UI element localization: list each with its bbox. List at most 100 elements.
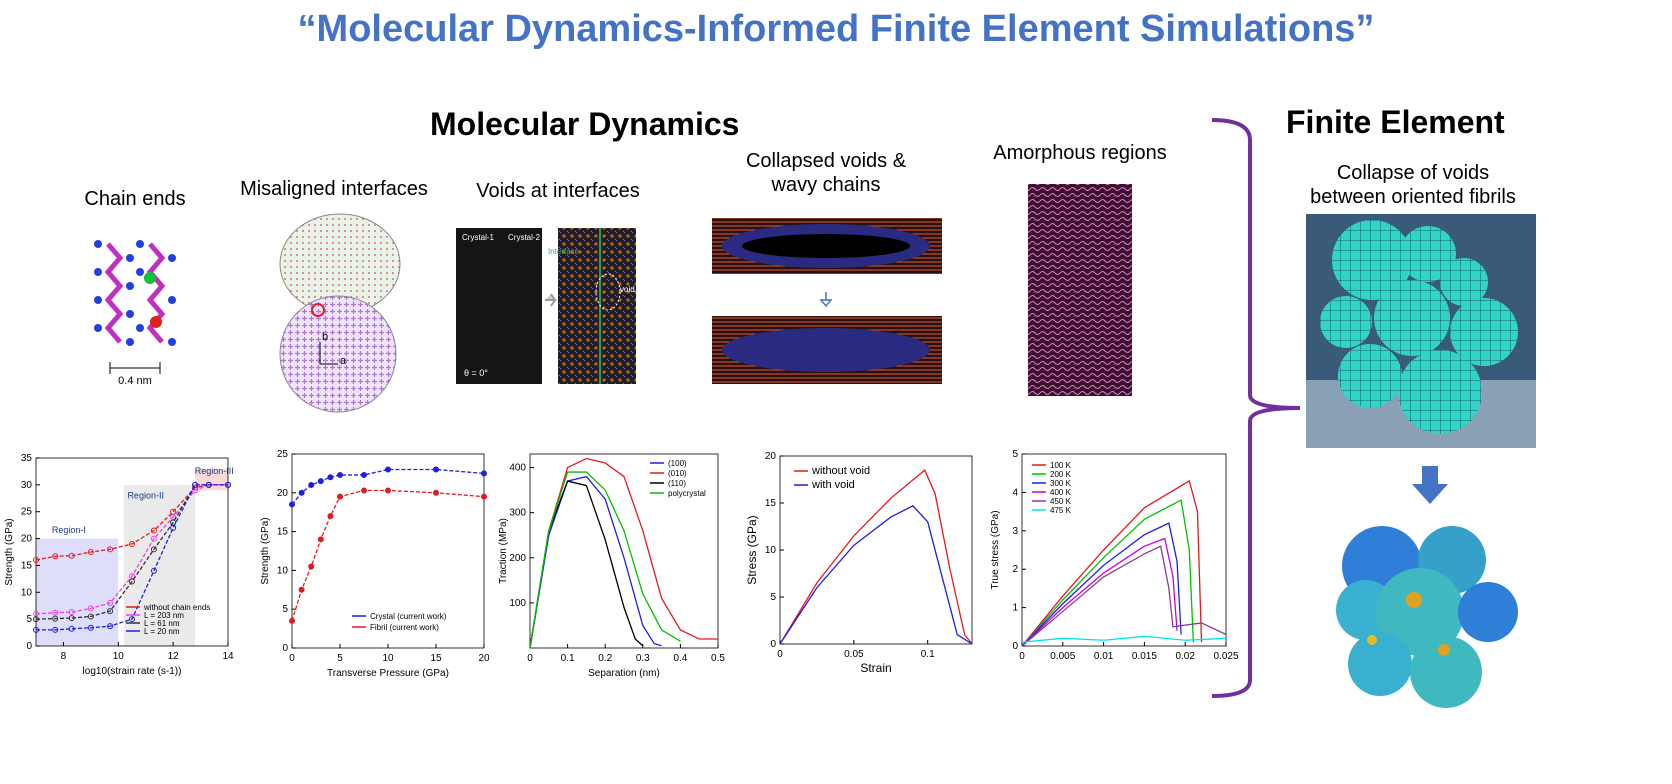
legend-label: with void — [811, 479, 855, 491]
md-heading: Molecular Dynamics — [430, 106, 740, 142]
y-axis-label: Strength (GPa) — [260, 517, 271, 584]
data-point — [433, 489, 439, 496]
x-axis-label: log10(strain rate (s-1)) — [83, 666, 182, 677]
y-tick-label: 15 — [765, 498, 777, 509]
y-tick-label: 20 — [277, 488, 289, 499]
x-tick-label: 0 — [1019, 651, 1025, 662]
legend-label: without void — [811, 465, 870, 477]
y-tick-label: 0 — [282, 643, 288, 654]
x-tick-label: 0 — [527, 653, 533, 664]
data-point — [52, 553, 59, 560]
y-tick-label: 5 — [282, 604, 288, 615]
chart-strain-rate: Region-I Region-II Region-III 8 10 12 14 0 5 10 15… — [4, 453, 234, 677]
series-line — [529, 457, 718, 649]
series-line — [36, 484, 228, 631]
data-point — [107, 623, 114, 630]
y-axis-label: Strength (GPa) — [4, 518, 15, 585]
chain-molecule-illustration: 0.4 nm — [94, 240, 176, 387]
series-line — [291, 468, 485, 505]
y-tick-label: 0 — [1012, 641, 1018, 652]
y-tick-label: 25 — [277, 449, 289, 460]
misaligned-illustration: ba — [279, 213, 401, 413]
data-point — [298, 586, 305, 593]
legend-label: (110) — [668, 479, 686, 488]
y-tick-label: 300 — [509, 508, 526, 519]
data-point — [150, 535, 157, 542]
series-line — [529, 471, 681, 649]
x-tick-label: 0.5 — [711, 653, 725, 664]
data-point — [52, 626, 59, 633]
data-point — [337, 471, 343, 478]
brace-bracket — [1211, 118, 1301, 698]
legend-label: (010) — [668, 469, 687, 478]
y-tick-label: 100 — [509, 598, 526, 609]
x-tick-label: 0.01 — [1094, 651, 1114, 662]
x-axis-label: Transverse Pressure (GPa) — [327, 668, 449, 679]
x-tick-label: 12 — [168, 651, 180, 662]
data-point — [361, 487, 367, 494]
x-tick-label: 0.015 — [1132, 651, 1157, 662]
data-point — [481, 470, 487, 477]
series-line — [1021, 545, 1227, 647]
label-voids: Voids at interfaces — [476, 180, 640, 202]
y-tick-label: 0 — [26, 641, 32, 652]
svg-text:b: b — [322, 331, 328, 343]
y-tick-label: 10 — [21, 587, 33, 598]
chart-transverse-pressure: 0 5 10 15 20 0 5 10 15 20 25 Transverse Pressure (G… — [260, 449, 490, 679]
void-label: void — [620, 285, 635, 294]
data-point — [33, 557, 39, 564]
y-tick-label: 2 — [1012, 564, 1018, 575]
region-label: Region-II — [127, 490, 164, 500]
interface-label: Interface — [548, 247, 580, 256]
legend-label: 100 K — [1050, 461, 1072, 470]
data-point — [225, 481, 231, 488]
data-point — [129, 540, 135, 547]
legend-label: L = 20 nm — [144, 627, 180, 636]
x-tick-label: 10 — [113, 651, 125, 662]
data-point — [289, 501, 295, 508]
y-axis-label: Traction (MPa) — [498, 518, 509, 584]
data-point — [170, 524, 177, 531]
y-tick-label: 5 — [770, 592, 776, 603]
data-point — [129, 578, 135, 585]
label-misaligned: Misaligned interfaces — [240, 178, 428, 200]
crystal-2-label: Crystal-2 — [508, 233, 541, 242]
region-label: Region-III — [195, 466, 234, 476]
x-tick-label: 0.05 — [844, 649, 864, 660]
data-point — [150, 567, 157, 574]
x-tick-label: 0.025 — [1213, 651, 1238, 662]
series-line — [1021, 537, 1178, 647]
data-point — [107, 608, 114, 615]
data-point — [150, 546, 157, 553]
data-point — [327, 513, 334, 520]
label-fe-1: Collapse of voids — [1336, 162, 1490, 184]
legend-label: 300 K — [1050, 479, 1072, 488]
y-axis-label: Stress (GPa) — [745, 515, 759, 584]
series-line — [529, 475, 662, 649]
plot-frame — [1021, 453, 1227, 647]
series-line — [779, 505, 973, 645]
legend-label: 200 K — [1050, 470, 1072, 479]
data-point — [385, 466, 391, 473]
y-tick-label: 200 — [509, 553, 526, 564]
data-point — [361, 471, 367, 478]
legend-label: L = 61 nm — [144, 619, 180, 628]
data-point — [150, 527, 157, 534]
series-line — [1021, 479, 1203, 647]
label-amorphous: Amorphous regions — [993, 142, 1167, 164]
data-point — [107, 600, 114, 607]
data-point — [68, 615, 75, 622]
y-tick-label: 20 — [765, 451, 777, 462]
y-tick-label: 30 — [21, 480, 33, 491]
data-point — [289, 617, 295, 624]
series-line — [35, 484, 228, 561]
y-tick-label: 35 — [21, 453, 33, 464]
fe-mesh-illustration — [1306, 214, 1536, 708]
data-point — [308, 482, 315, 489]
legend-label: (100) — [668, 459, 687, 468]
series-line — [1021, 635, 1227, 643]
x-tick-label: 8 — [61, 651, 67, 662]
svg-text:a: a — [340, 355, 347, 367]
